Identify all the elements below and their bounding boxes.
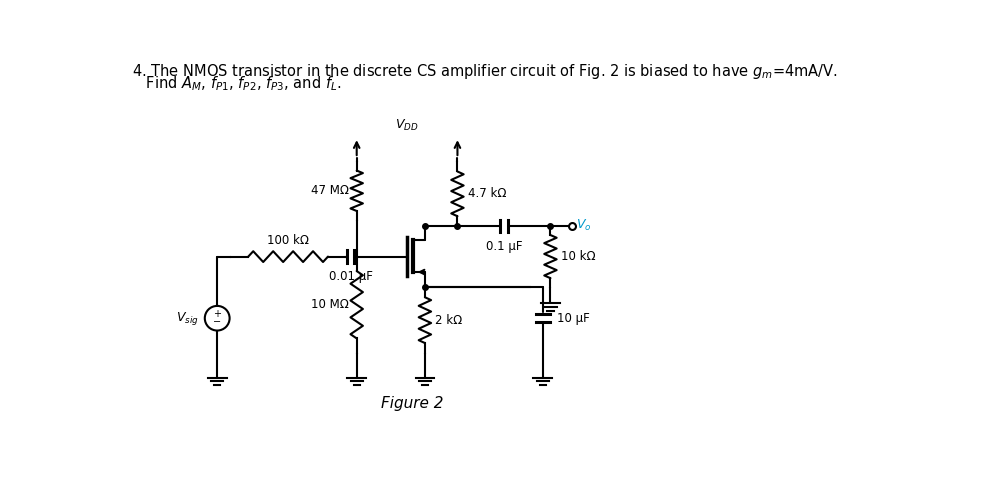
Text: 100 kΩ: 100 kΩ	[268, 234, 309, 247]
Text: 10 μF: 10 μF	[556, 312, 590, 325]
Text: 4.7 kΩ: 4.7 kΩ	[468, 187, 506, 200]
Text: 0.01 μF: 0.01 μF	[329, 270, 372, 284]
Text: $V_{DD}$: $V_{DD}$	[395, 117, 418, 133]
Text: −: −	[213, 317, 221, 327]
Text: 10 kΩ: 10 kΩ	[560, 250, 596, 263]
Text: 10 MΩ: 10 MΩ	[311, 298, 349, 311]
Text: 4. The NMOS transistor in the discrete CS amplifier circuit of Fig. 2 is biased : 4. The NMOS transistor in the discrete C…	[132, 62, 838, 81]
Text: $V_o$: $V_o$	[576, 217, 592, 233]
Text: 47 MΩ: 47 MΩ	[311, 185, 349, 197]
Text: +: +	[213, 310, 221, 319]
Text: 0.1 μF: 0.1 μF	[486, 240, 522, 253]
Text: Figure 2: Figure 2	[381, 396, 444, 411]
Text: $V_{sig}$: $V_{sig}$	[176, 310, 198, 327]
Text: Find $A_M$, $f_{P1}$, $f_{P2}$, $f_{P3}$, and $f_L$.: Find $A_M$, $f_{P1}$, $f_{P2}$, $f_{P3}$…	[132, 74, 341, 93]
Text: 2 kΩ: 2 kΩ	[435, 313, 462, 327]
